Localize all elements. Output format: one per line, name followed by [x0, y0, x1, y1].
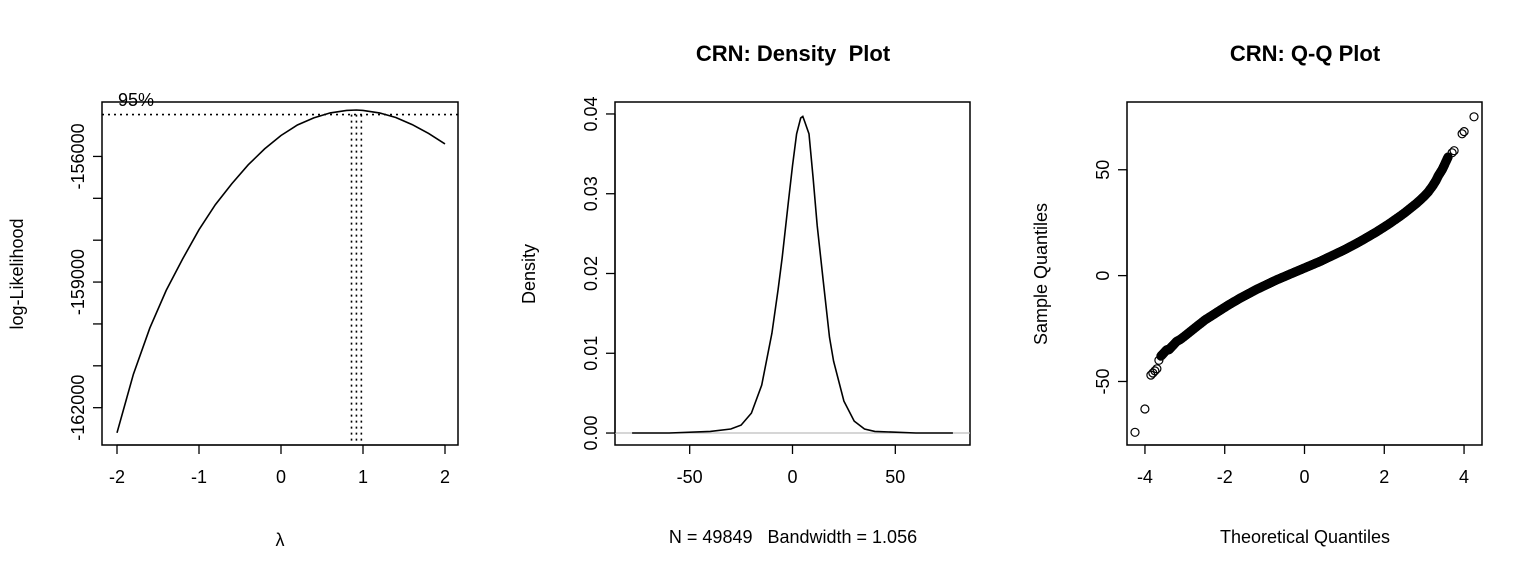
density-y-tick-label: 0.03 [581, 176, 601, 211]
boxcox-x-tick-label: 0 [276, 467, 286, 487]
boxcox-x-axis: -2 -1 0 1 2 [109, 444, 450, 487]
boxcox-panel: 95% -2 -1 0 1 2 -162000 -159000 -156000 λ log-… [7, 90, 459, 550]
density-x-tick-label: 50 [885, 467, 905, 487]
qq-y-axis: -50 0 50 [1093, 160, 1128, 394]
qq-x-tick-label: -4 [1137, 467, 1153, 487]
boxcox-x-tick-label: 1 [358, 467, 368, 487]
qq-y-tick-label: 0 [1093, 271, 1113, 281]
boxcox-x-tick-label: 2 [440, 467, 450, 487]
density-panel: CRN: Density Plot -50 0 50 0.000.010.020.0… [519, 41, 971, 547]
density-x-axis: -50 0 50 [677, 444, 905, 487]
qq-x-tick-label: -2 [1217, 467, 1233, 487]
density-title: CRN: Density Plot [696, 41, 891, 66]
density-x-label: N = 49849 Bandwidth = 1.056 [669, 527, 917, 547]
boxcox-y-tick-label: -162000 [68, 375, 88, 441]
qq-point [1449, 146, 1459, 156]
qq-point [1130, 427, 1140, 437]
qq-x-axis: -4 -2 0 2 4 [1137, 444, 1469, 487]
qq-plot-frame [1126, 101, 1483, 446]
density-x-tick-label: 0 [787, 467, 797, 487]
density-curve [632, 115, 953, 434]
boxcox-y-label: log-Likelihood [7, 218, 27, 329]
density-x-tick-label: -50 [677, 467, 703, 487]
qq-point [1140, 404, 1150, 414]
qq-y-tick-label: 50 [1093, 160, 1113, 180]
qq-y-label: Sample Quantiles [1031, 203, 1051, 345]
density-plot-frame [614, 101, 971, 446]
boxcox-x-label: λ [276, 530, 285, 550]
density-y-label: Density [519, 244, 539, 304]
qq-points [1130, 112, 1479, 437]
qq-title: CRN: Q-Q Plot [1230, 41, 1381, 66]
qq-x-label: Theoretical Quantiles [1220, 527, 1390, 547]
density-y-tick-label: 0.04 [581, 96, 601, 131]
qq-point [1152, 364, 1162, 374]
boxcox-y-tick-label: -159000 [68, 249, 88, 315]
boxcox-plot-frame [101, 101, 459, 446]
ci-label: 95% [118, 90, 154, 110]
qq-y-tick-label: -50 [1093, 368, 1113, 394]
boxcox-x-tick-label: -1 [191, 467, 207, 487]
loglik-curve [116, 109, 446, 434]
qq-point [1457, 129, 1467, 139]
boxcox-y-axis: -162000 -159000 -156000 [68, 123, 103, 441]
qq-x-tick-label: 0 [1299, 467, 1309, 487]
qq-point [1447, 148, 1457, 158]
boxcox-x-tick-label: -2 [109, 467, 125, 487]
qq-point [1459, 127, 1469, 137]
density-y-tick-label: 0.00 [581, 416, 601, 451]
density-y-axis: 0.00 0.01 0.02 0.03 0.04 [581, 96, 616, 451]
qq-x-tick-label: 2 [1379, 467, 1389, 487]
qq-x-tick-label: 4 [1459, 467, 1469, 487]
boxcox-y-tick-label: -156000 [68, 123, 88, 189]
qq-point [1150, 366, 1160, 376]
qq-panel: CRN: Q-Q Plot -4 -2 0 2 4 -50 0 50 Theoretical… [1031, 41, 1483, 547]
density-y-tick-label: 0.01 [581, 336, 601, 371]
qq-point [1469, 112, 1479, 122]
density-y-tick-label: 0.02 [581, 256, 601, 291]
